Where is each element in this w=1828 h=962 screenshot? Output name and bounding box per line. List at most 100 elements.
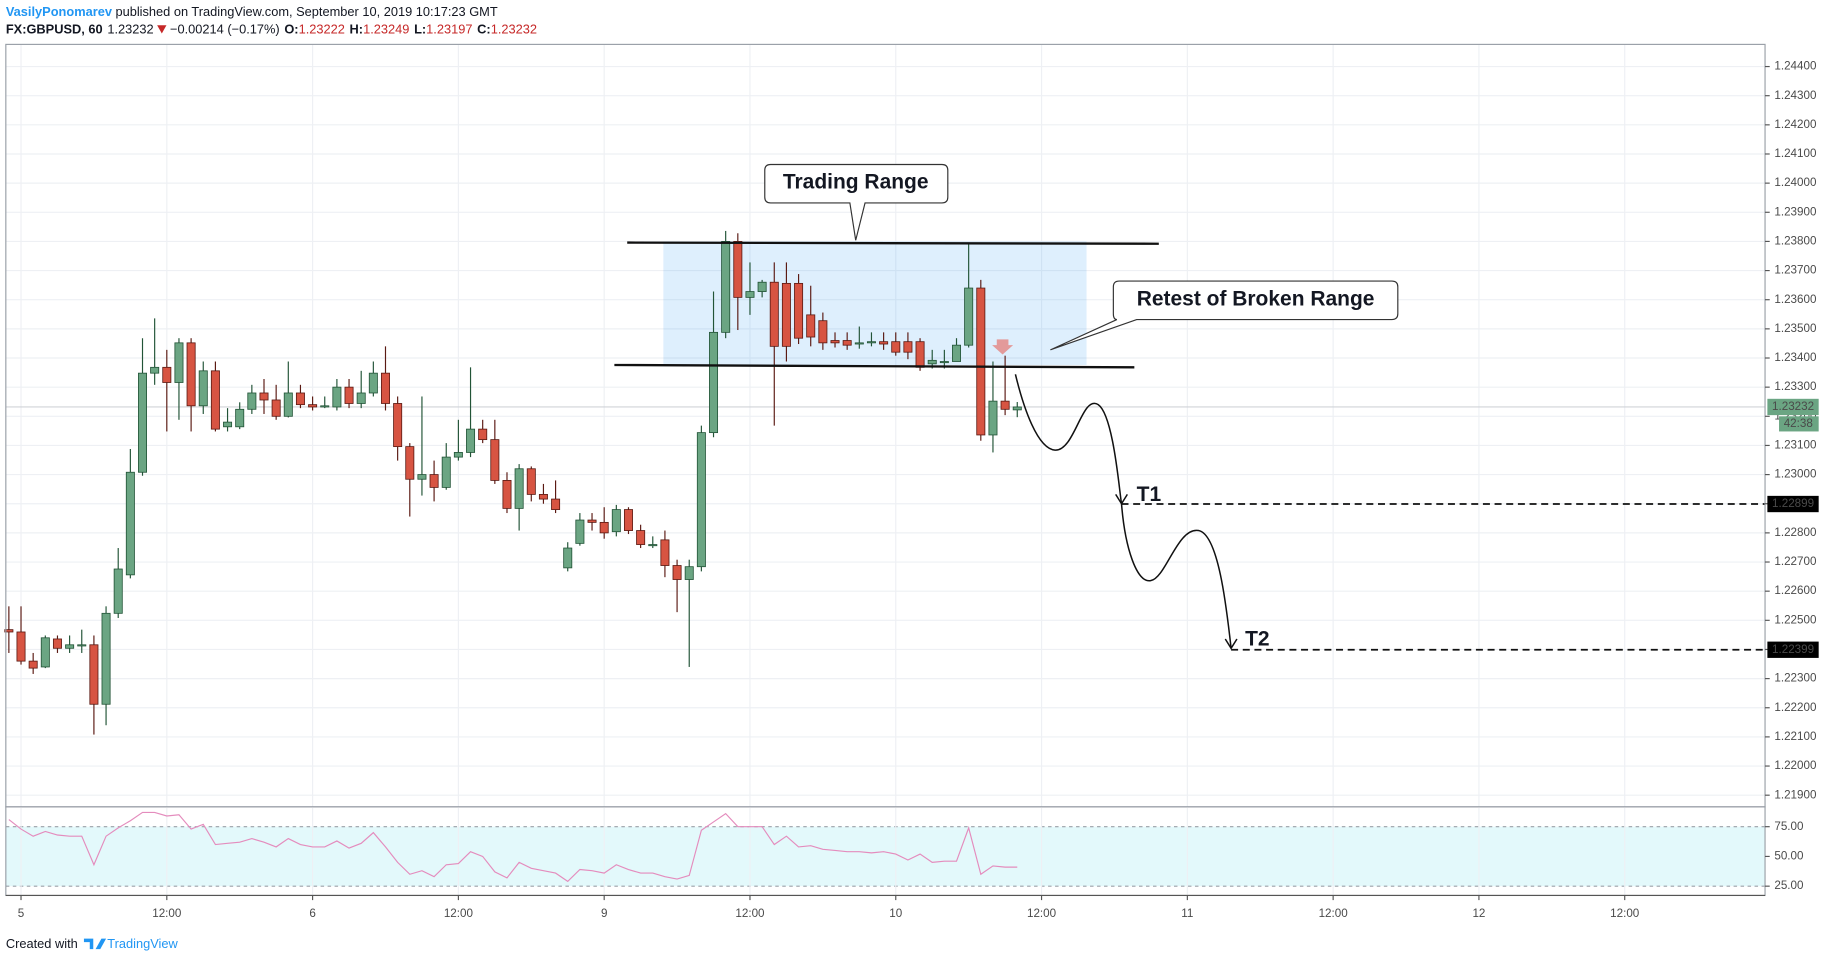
target-tag — [1767, 641, 1819, 658]
candle-body — [757, 281, 767, 292]
candle-body — [866, 341, 876, 344]
y-tick-label: 1.22500 — [1774, 613, 1817, 626]
x-tick-label: 6 — [309, 907, 315, 920]
symbol-line: FX:GBPUSD, 60 1.23232 −0.00214 (−0.17%) O:1… — [6, 22, 537, 37]
candle-body — [709, 331, 719, 434]
candle-body — [417, 474, 427, 480]
candle-body — [721, 241, 731, 333]
candle-body — [125, 471, 135, 576]
candle-body — [453, 452, 463, 458]
ohlc-label: H: — [350, 22, 364, 37]
x-tick-label: 9 — [601, 907, 607, 920]
x-tick-label: 12:00 — [152, 907, 182, 920]
candle-body — [77, 644, 87, 647]
candle-body — [854, 342, 864, 345]
brand-logo[interactable] — [83, 938, 107, 950]
ohlc-value: 1.23232 — [491, 22, 537, 37]
y-tick-label: 1.23400 — [1774, 351, 1817, 364]
candle-body — [587, 519, 597, 523]
candle-body — [368, 372, 378, 394]
candle-body — [502, 480, 512, 509]
candle-body — [879, 341, 889, 345]
candle-body — [429, 474, 439, 488]
y-tick-label: 25.00 — [1774, 879, 1804, 892]
candle-body — [915, 341, 925, 368]
candle-body — [1000, 400, 1010, 410]
candle-body — [976, 287, 986, 436]
candle-body — [806, 314, 816, 338]
annotation: Retest of Broken Range — [1137, 287, 1375, 310]
candle-body — [514, 468, 524, 509]
x-tick-label: 12 — [1472, 907, 1485, 920]
y-tick-label: 1.23500 — [1774, 322, 1817, 335]
candle-body — [660, 539, 670, 566]
candle-body — [939, 361, 949, 364]
candle-body — [393, 403, 403, 448]
candle-body — [113, 568, 123, 614]
header-line: VasilyPonomarev published on TradingView.… — [6, 4, 498, 19]
candle-body — [381, 372, 390, 404]
candle-body — [684, 566, 694, 580]
y-tick-label: 1.22300 — [1774, 672, 1817, 685]
x-tick-label: 5 — [18, 907, 24, 920]
rsi-line — [8, 811, 1018, 883]
y-tick-label: 1.22600 — [1774, 584, 1817, 597]
ohlc-value: 1.23222 — [299, 22, 345, 37]
x-tick-label: 12:00 — [1610, 907, 1640, 920]
y-tick-label: 1.23900 — [1774, 205, 1817, 218]
candle-body — [235, 408, 245, 428]
ohlc-label: C: — [477, 22, 491, 37]
candle-body — [89, 644, 99, 705]
candle-body — [138, 372, 147, 473]
range-top-line — [627, 241, 1159, 245]
candle-body — [636, 530, 646, 545]
countdown-tag — [1779, 416, 1819, 432]
candle-body — [927, 359, 937, 365]
target-tag — [1767, 495, 1819, 513]
candle-body — [4, 629, 14, 633]
candle-body — [842, 340, 852, 346]
candle-body — [210, 370, 220, 430]
candle-body — [65, 644, 75, 649]
candle-body — [551, 498, 561, 510]
candle-body — [52, 638, 62, 649]
candle-body — [150, 366, 160, 374]
footer-brand[interactable]: TradingView — [107, 936, 178, 951]
y-tick-label: 1.24000 — [1774, 176, 1817, 189]
author[interactable]: VasilyPonomarev — [6, 4, 113, 19]
candle-body — [490, 439, 500, 481]
candle-body — [405, 446, 415, 480]
candle-body — [466, 428, 476, 453]
y-tick-label: 1.23700 — [1774, 264, 1817, 277]
candle-body — [745, 291, 755, 298]
x-tick-label: 12:00 — [444, 907, 474, 920]
y-tick-label: 50.00 — [1774, 850, 1804, 863]
candle-body — [344, 386, 354, 404]
y-tick-label: 1.23800 — [1774, 235, 1817, 248]
ohlc-label: O: — [284, 22, 298, 37]
candle-body — [320, 405, 330, 408]
candle-body — [696, 432, 706, 568]
y-tick-label: 1.24100 — [1774, 147, 1817, 160]
rsi-band — [5, 826, 1766, 887]
candle-body — [223, 421, 233, 428]
callout — [1050, 280, 1399, 351]
candle-body — [563, 547, 573, 569]
candle-body — [733, 241, 743, 298]
candle-body — [259, 392, 269, 401]
last-price-tag — [1767, 398, 1819, 416]
ohlc-value: 1.23249 — [363, 22, 409, 37]
candle-body — [16, 631, 26, 662]
x-tick-label: 10 — [889, 907, 902, 920]
marks — [4, 230, 1766, 883]
candle-body — [283, 392, 293, 417]
candle-body — [903, 341, 913, 353]
y-tick-label: 1.22700 — [1774, 555, 1817, 568]
candle-body — [648, 544, 658, 547]
candle-body — [769, 281, 779, 347]
candle-body — [623, 509, 633, 531]
x-tick-label: 12:00 — [1319, 907, 1349, 920]
y-tick-label: 1.24200 — [1774, 118, 1817, 131]
